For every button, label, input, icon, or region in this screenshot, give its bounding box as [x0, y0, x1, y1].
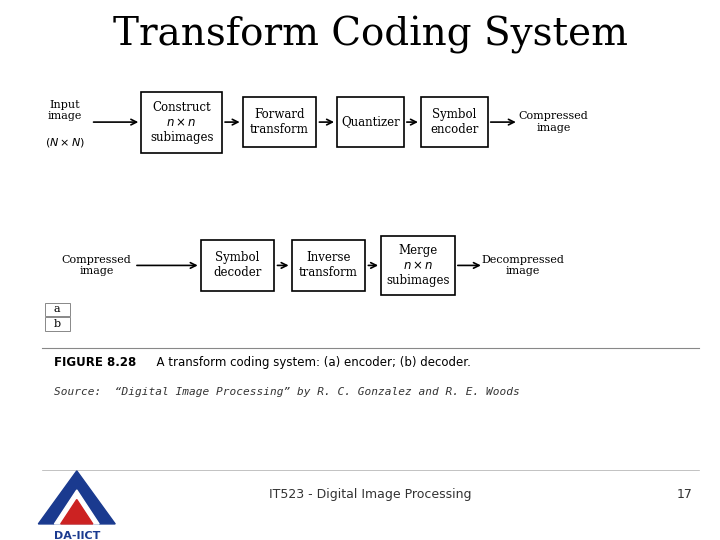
Text: Forward
transform: Forward transform [250, 108, 309, 136]
Text: Source:  “Digital Image Processing” by R. C. Gonzalez and R. E. Woods: Source: “Digital Image Processing” by R.… [54, 387, 519, 397]
Text: Compressed
image: Compressed image [61, 255, 131, 276]
Bar [141, 92, 222, 153]
Bar [45, 318, 70, 331]
Text: DA-IICT: DA-IICT [53, 531, 100, 540]
Text: FIGURE 8.28: FIGURE 8.28 [55, 355, 137, 368]
Bar [45, 302, 70, 316]
Text: Inverse
transform: Inverse transform [299, 252, 358, 279]
Text: 17: 17 [677, 488, 693, 501]
Text: $(N \times N)$: $(N \times N)$ [45, 136, 85, 148]
Text: b: b [53, 319, 60, 329]
Text: Decompressed
image: Decompressed image [482, 255, 564, 276]
Polygon shape [60, 500, 93, 524]
Bar [292, 240, 365, 291]
Text: Construct
$n \times n$
subimages: Construct $n \times n$ subimages [150, 100, 213, 144]
Bar [243, 97, 316, 147]
Bar [201, 240, 274, 291]
Bar [382, 236, 454, 295]
Bar [421, 97, 487, 147]
Polygon shape [38, 471, 115, 524]
Text: Merge
$n \times n$
subimages: Merge $n \times n$ subimages [386, 244, 450, 287]
Text: Symbol
encoder: Symbol encoder [430, 108, 479, 136]
Text: Transform Coding System: Transform Coding System [113, 16, 628, 53]
Text: A transform coding system: (a) encoder; (b) decoder.: A transform coding system: (a) encoder; … [149, 355, 471, 368]
Bar [337, 97, 404, 147]
Text: a: a [54, 304, 60, 314]
Text: IT523 - Digital Image Processing: IT523 - Digital Image Processing [269, 488, 472, 501]
Text: Input
image: Input image [48, 99, 82, 121]
Text: Compressed
image: Compressed image [518, 111, 588, 133]
Text: Symbol
decoder: Symbol decoder [213, 252, 262, 279]
Text: Quantizer: Quantizer [341, 116, 400, 129]
Polygon shape [55, 490, 99, 524]
